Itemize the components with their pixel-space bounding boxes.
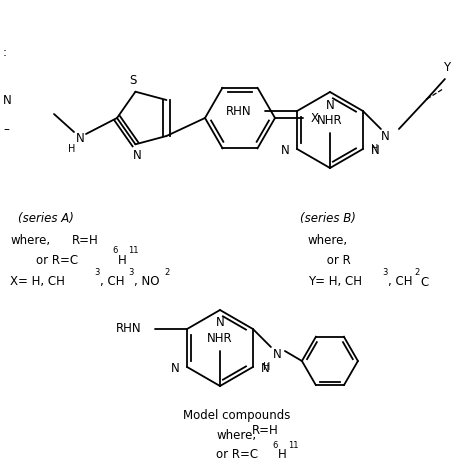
Text: RHN: RHN bbox=[226, 104, 252, 118]
Text: NHR: NHR bbox=[317, 113, 343, 127]
Text: X: X bbox=[311, 111, 319, 125]
Text: Y: Y bbox=[443, 61, 450, 73]
Text: 2: 2 bbox=[414, 268, 419, 277]
Text: 11: 11 bbox=[128, 246, 138, 255]
Text: X= H, CH: X= H, CH bbox=[10, 275, 65, 289]
Text: , CH: , CH bbox=[388, 275, 412, 289]
Text: 3: 3 bbox=[382, 268, 387, 277]
Text: 2: 2 bbox=[164, 268, 169, 277]
Text: N: N bbox=[381, 130, 389, 144]
Text: Model compounds: Model compounds bbox=[183, 409, 291, 421]
Text: 11: 11 bbox=[288, 441, 299, 450]
Text: NHR: NHR bbox=[207, 331, 233, 345]
Text: –: – bbox=[3, 124, 9, 137]
Text: N: N bbox=[133, 149, 142, 162]
Text: H: H bbox=[278, 448, 287, 462]
Text: N: N bbox=[273, 348, 281, 362]
Text: H: H bbox=[118, 254, 127, 266]
Text: N: N bbox=[261, 363, 269, 375]
Text: H: H bbox=[68, 144, 76, 154]
Text: (series A): (series A) bbox=[18, 211, 74, 225]
Text: N: N bbox=[326, 99, 334, 111]
Text: RHN: RHN bbox=[116, 322, 142, 336]
Text: N: N bbox=[371, 145, 379, 157]
Text: 3: 3 bbox=[128, 268, 133, 277]
Text: C: C bbox=[420, 275, 428, 289]
Text: or R=C: or R=C bbox=[36, 254, 78, 266]
Text: Y= H, CH: Y= H, CH bbox=[308, 275, 362, 289]
Text: N: N bbox=[3, 93, 12, 107]
Text: H: H bbox=[371, 144, 379, 154]
Text: or R: or R bbox=[308, 254, 351, 266]
Text: N: N bbox=[171, 363, 180, 375]
Text: 6: 6 bbox=[112, 246, 118, 255]
Text: S: S bbox=[130, 74, 137, 87]
Text: or R=C: or R=C bbox=[216, 448, 258, 462]
Text: where,: where, bbox=[217, 428, 257, 441]
Text: N: N bbox=[76, 131, 84, 145]
Text: N: N bbox=[216, 317, 224, 329]
Text: 3: 3 bbox=[94, 268, 100, 277]
Text: N: N bbox=[281, 145, 290, 157]
Text: , CH: , CH bbox=[100, 275, 125, 289]
Text: where,: where, bbox=[10, 234, 50, 246]
Text: where,: where, bbox=[308, 234, 348, 246]
Text: 6: 6 bbox=[272, 441, 277, 450]
Text: (series B): (series B) bbox=[300, 211, 356, 225]
Text: H: H bbox=[263, 362, 271, 372]
Text: :: : bbox=[3, 46, 7, 58]
Text: , NO: , NO bbox=[134, 275, 159, 289]
Text: R=H: R=H bbox=[252, 423, 279, 437]
Text: R=H: R=H bbox=[72, 234, 99, 246]
